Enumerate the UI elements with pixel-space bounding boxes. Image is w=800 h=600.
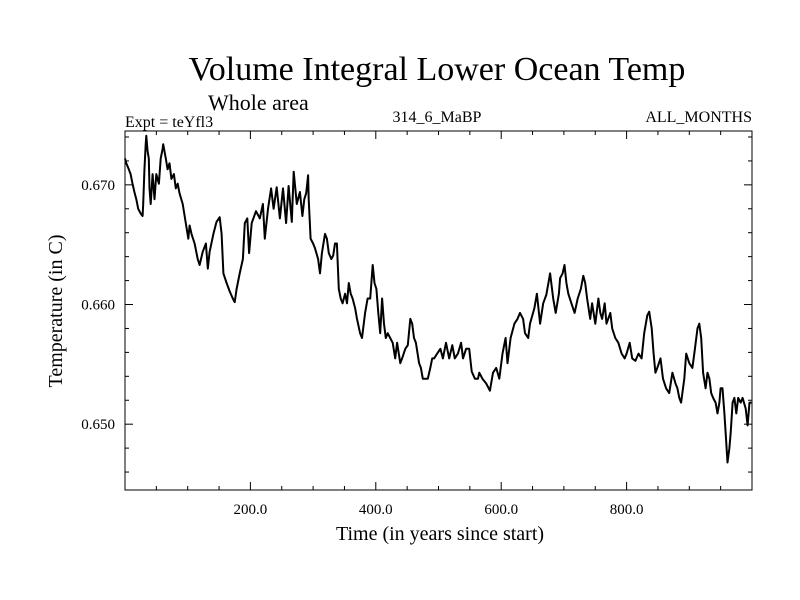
x-tick-label: 600.0 [484,502,518,518]
x-tick-label: 800.0 [610,502,644,518]
y-axis-title: Temperature (in C) [45,235,67,388]
y-tick-label: 0.670 [81,178,115,194]
axis-ticks [125,131,752,490]
x-tick-label: 200.0 [234,502,268,518]
plot-frame [124,130,753,491]
x-tick-label: 400.0 [359,502,393,518]
y-tick-label: 0.650 [81,417,115,433]
experiment-label: Expt = teYfl3 [125,114,213,131]
chart-subtitle: Whole area [208,90,309,115]
x-tick-labels: 200.0 400.0 600.0 800.0 [234,502,644,518]
chart-title: Volume Integral Lower Ocean Temp [189,51,686,88]
months-label: ALL_MONTHS [645,109,752,126]
x-axis-title: Time (in years since start) [336,523,544,545]
period-label: 314_6_MaBP [393,109,482,126]
y-tick-labels: 0.650 0.660 0.670 [81,178,115,433]
y-tick-label: 0.660 [81,298,115,314]
series-line [124,134,752,464]
